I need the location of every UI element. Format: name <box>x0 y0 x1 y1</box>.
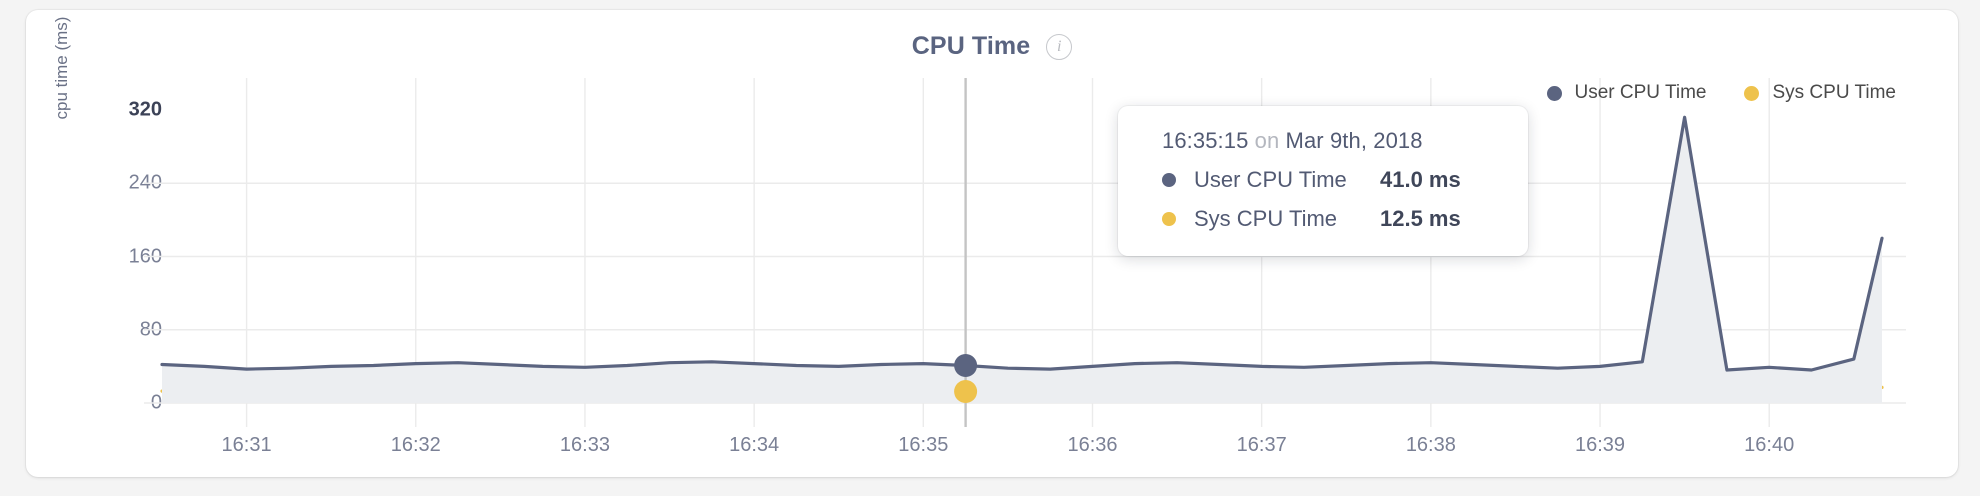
chart-canvas[interactable] <box>26 10 1958 477</box>
tooltip-connector: on <box>1254 128 1280 153</box>
hover-marker-user-cpu-time[interactable] <box>954 353 978 377</box>
x-axis-tick-label: 16:34 <box>729 434 780 456</box>
tooltip-timestamp: 16:35:15 on Mar 9th, 2018 <box>1118 128 1528 154</box>
tooltip-date: Mar 9th, 2018 <box>1285 128 1423 153</box>
tooltip-row-user-cpu-time: User CPU Time 41.0 ms <box>1118 167 1528 193</box>
x-axis-tick-label: 16:32 <box>390 434 441 456</box>
tooltip-series-value: 12.5 ms <box>1380 206 1461 231</box>
chart-legend: User CPU Time Sys CPU Time <box>1546 82 1896 104</box>
y-axis-tick-label: 320 <box>128 98 162 121</box>
x-axis-tick-label: 16:40 <box>1744 434 1795 456</box>
x-axis-tick-label: 16:31 <box>221 434 272 456</box>
tooltip-series-name: User CPU Time <box>1194 167 1347 192</box>
x-axis-tick-label: 16:39 <box>1575 434 1626 456</box>
tooltip-color-dot <box>1162 173 1176 187</box>
legend-label: User CPU Time <box>1574 82 1707 103</box>
card-header: CPU Time i <box>26 32 1958 61</box>
info-icon[interactable]: i <box>1046 33 1073 60</box>
legend-item-user-cpu-time[interactable]: User CPU Time <box>1546 82 1707 104</box>
legend-item-sys-cpu-time[interactable]: Sys CPU Time <box>1744 82 1896 104</box>
hover-marker-sys-cpu-time[interactable] <box>954 380 978 404</box>
legend-label: Sys CPU Time <box>1772 82 1896 103</box>
x-axis-tick-label: 16:33 <box>559 434 610 456</box>
tooltip-time: 16:35:15 <box>1162 128 1249 153</box>
cpu-time-chart-card: CPU Time i User CPU Time Sys CPU Time cp… <box>26 10 1958 477</box>
tooltip-row-sys-cpu-time: Sys CPU Time 12.5 ms <box>1118 206 1528 232</box>
chart-plot-area[interactable]: cpu time (ms) 320 240 160 80 0 16:31 16:32 16:… <box>26 10 1958 477</box>
tooltip-series-name: Sys CPU Time <box>1194 206 1338 231</box>
legend-color-dot <box>1744 85 1760 101</box>
hover-tooltip: 16:35:15 on Mar 9th, 2018 User CPU Time … <box>1118 106 1528 256</box>
legend-color-dot <box>1546 85 1562 101</box>
series-area-0 <box>162 117 1882 404</box>
tooltip-series-value: 41.0 ms <box>1380 167 1461 192</box>
page-title: CPU Time <box>911 32 1031 60</box>
series-line-0 <box>160 115 1884 372</box>
x-axis-tick-label: 16:38 <box>1405 434 1456 456</box>
tooltip-color-dot <box>1162 212 1176 226</box>
x-axis-tick-label: 16:37 <box>1236 434 1287 456</box>
x-axis-tick-label: 16:35 <box>898 434 949 456</box>
x-axis-tick-label: 16:36 <box>1067 434 1118 456</box>
